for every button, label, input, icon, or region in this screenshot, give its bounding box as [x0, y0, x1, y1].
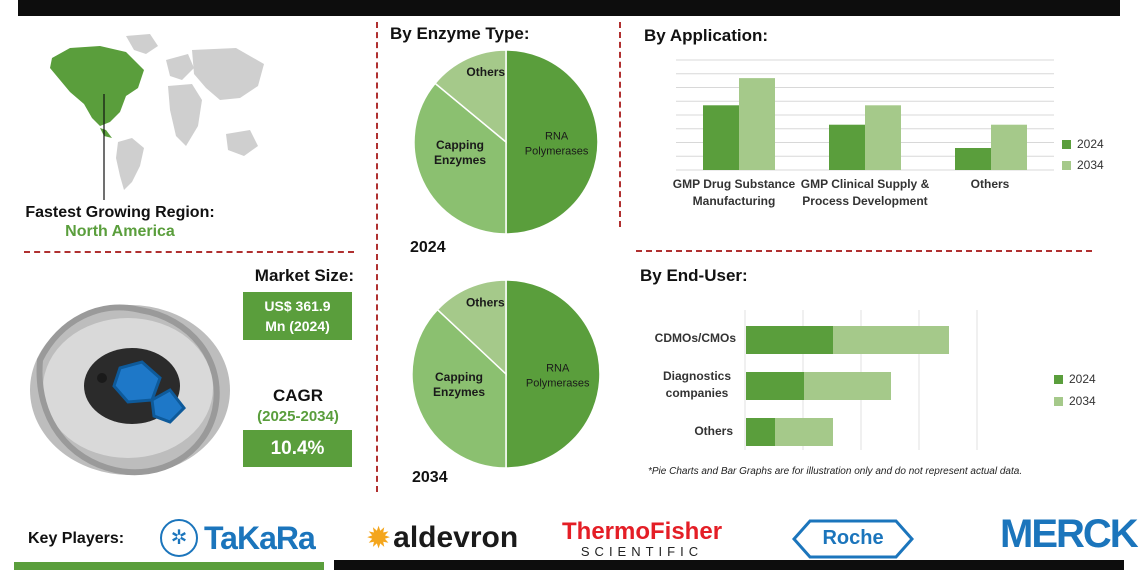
application-bar-chart [676, 59, 1054, 171]
enduser-bar-2034-3 [775, 418, 833, 446]
pie-label-rna-polymerases: RNA [545, 131, 569, 143]
map-central-america [100, 128, 112, 138]
enduser-bar-2024-3 [746, 418, 775, 446]
thermofisher-subtitle: SCIENTIFIC [580, 544, 704, 559]
application-legend-item-2034: 2034 [1062, 158, 1104, 172]
market-size-value-line1: US$ 361.9 [264, 298, 331, 314]
pie-label-others: Others [466, 65, 505, 79]
pie-label-capping-enzymes: Capping [435, 370, 483, 384]
takara-wordmark: TaKaRa [204, 519, 316, 556]
map-north-america [50, 46, 144, 126]
market-size-label: Market Size: [254, 266, 354, 285]
divider-left [376, 22, 378, 492]
map-south-america [116, 138, 144, 190]
enduser-bar-2024-2 [746, 372, 804, 400]
enzyme-heading: By Enzyme Type: [390, 24, 530, 43]
pie-label-rna-polymerases: Polymerases [526, 378, 590, 390]
application-heading: By Application: [644, 26, 769, 45]
cagr-period: (2025-2034) [257, 408, 339, 425]
enduser-legend-item-2034: 2034 [1054, 394, 1096, 408]
application-category-label-3: Others [970, 177, 1010, 191]
legend-swatch-2034 [1054, 396, 1063, 406]
logo-aldevron: ✹ aldevron [366, 516, 518, 560]
legend-label-2024: 2024 [1077, 137, 1104, 151]
merck-wordmark: MERCK [1000, 512, 1139, 556]
aldevron-wordmark: aldevron [393, 521, 519, 554]
enduser-heading: By End-User: [640, 266, 748, 285]
legend-swatch-2034 [1062, 160, 1071, 170]
pie-slice-others [434, 49, 507, 144]
application-category-label-2: GMP Clinical Supply & Process Developmen… [800, 177, 930, 208]
pie-label-rna-polymerases: Polymerases [525, 146, 589, 158]
world-map [50, 34, 264, 200]
pie-2024-year: 2024 [410, 239, 446, 256]
top-banner [18, 0, 1120, 16]
pie-label-rna-polymerases: RNA [546, 363, 570, 375]
application-bar-2034-3 [991, 124, 1027, 170]
divider-right [619, 22, 621, 227]
legend-label-2034: 2034 [1077, 158, 1104, 172]
footer-green-bar [14, 562, 324, 570]
application-legend: 2024 2034 [1062, 137, 1104, 172]
application-legend-item-2024: 2024 [1062, 137, 1104, 151]
logo-takara: ✲ TaKaRa [160, 516, 316, 560]
market-size-box: US$ 361.9 Mn (2024) [243, 292, 352, 340]
map-asia [192, 48, 264, 100]
enduser-bar-2034-1 [833, 326, 949, 354]
enduser-bar-chart [744, 310, 978, 450]
enduser-bar-2034-2 [804, 372, 891, 400]
legend-label-2024: 2024 [1069, 372, 1096, 386]
map-europe [166, 54, 194, 80]
region-value: North America [65, 223, 175, 240]
thermofisher-wordmark: ThermoFisher [562, 518, 723, 545]
enduser-category-label-2: Diagnostics companies [662, 369, 731, 400]
legend-swatch-2024 [1054, 374, 1063, 384]
application-bar-2034-1 [739, 78, 775, 170]
application-bar-2034-2 [865, 105, 901, 170]
cagr-value: 10.4% [243, 430, 352, 467]
pie-label-capping-enzymes: Capping [436, 138, 484, 152]
region-caption: Fastest Growing Region: [25, 204, 215, 221]
application-bar-2024-1 [703, 105, 739, 170]
pie-slice-rna-polymerases [505, 279, 601, 469]
pie-slice-capping-enzymes [411, 308, 507, 469]
divider-region [24, 251, 354, 253]
map-greenland [126, 34, 158, 54]
pie-slice-capping-enzymes [413, 82, 507, 235]
key-players-label: Key Players: [28, 530, 125, 547]
map-africa [168, 84, 202, 146]
pie-label-capping-enzymes: Enzymes [434, 153, 486, 167]
cagr-label: CAGR [272, 386, 324, 405]
application-bar-2024-3 [955, 148, 991, 170]
pie-label-capping-enzymes: Enzymes [433, 385, 485, 399]
roche-wordmark: Roche [822, 527, 884, 549]
roche-hexagon-icon [792, 519, 914, 559]
pie-label-others: Others [466, 295, 505, 309]
pie-slice-rna-polymerases [505, 49, 599, 235]
legend-label-2034: 2034 [1069, 394, 1096, 408]
market-size-value-line2: Mn (2024) [265, 318, 330, 334]
pie-slice-others [436, 279, 507, 376]
takara-emblem-icon: ✲ [160, 519, 198, 557]
pie-2034-year: 2034 [412, 469, 448, 486]
enzyme-molecule-illustration [30, 304, 230, 476]
enduser-category-label-3: Others [694, 424, 733, 438]
logo-thermofisher: ThermoFisher SCIENTIFIC [562, 518, 723, 560]
enduser-category-label-1: CDMOs/CMOs [654, 331, 736, 345]
divider-charts [636, 250, 1092, 252]
enduser-legend: 2024 2034 [1054, 372, 1096, 408]
chart-footnote: *Pie Charts and Bar Graphs are for illus… [648, 466, 1023, 477]
map-australia [226, 130, 258, 156]
aldevron-star-icon: ✹ [366, 521, 392, 555]
legend-swatch-2024 [1062, 139, 1071, 149]
application-bar-2024-2 [829, 124, 865, 170]
enduser-bar-2024-1 [746, 326, 833, 354]
footer-black-bar [334, 560, 1124, 570]
application-category-label-1: GMP Drug Substance Manufacturing [672, 177, 796, 208]
enduser-legend-item-2024: 2024 [1054, 372, 1096, 386]
